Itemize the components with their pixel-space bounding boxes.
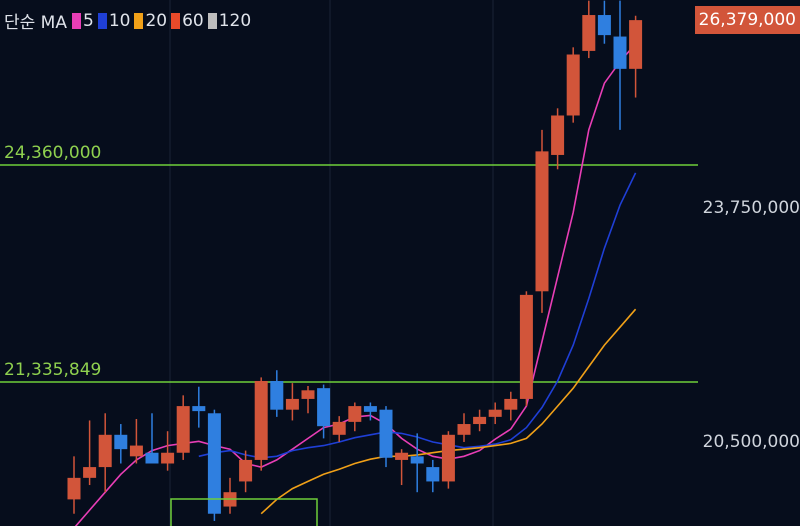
- candle-body: [582, 15, 596, 51]
- candle-body: [613, 36, 627, 69]
- candle: [176, 395, 190, 460]
- candle-body: [301, 390, 315, 399]
- candle-body: [67, 477, 81, 500]
- candle-body: [535, 151, 549, 292]
- candle: [535, 129, 549, 313]
- candle: [317, 384, 331, 439]
- candle: [207, 409, 221, 521]
- candle: [98, 413, 112, 493]
- candle: [270, 370, 284, 417]
- candle: [348, 402, 362, 432]
- candle: [129, 419, 143, 464]
- candle-body: [363, 406, 377, 412]
- candle-body: [395, 452, 409, 460]
- candle-body: [83, 467, 97, 478]
- candle-body: [129, 445, 143, 457]
- candle-body: [332, 421, 346, 435]
- grid-lines: [169, 0, 494, 526]
- candle-body: [145, 452, 159, 464]
- ma20-label: 20: [145, 10, 168, 31]
- candle: [504, 391, 518, 421]
- candle-body: [114, 434, 128, 450]
- candle-body: [629, 20, 643, 69]
- candle: [441, 431, 455, 489]
- candle: [192, 386, 206, 428]
- candle: [285, 383, 299, 421]
- hline-label-lower: 21,335,849: [4, 360, 102, 380]
- candle: [519, 291, 533, 407]
- candle-body: [207, 413, 221, 514]
- candle: [379, 406, 393, 468]
- candle: [410, 433, 424, 493]
- ma120-label: 120: [218, 10, 252, 31]
- candle: [395, 449, 409, 486]
- candle: [488, 402, 502, 425]
- candle-body: [285, 398, 299, 410]
- candle: [473, 409, 487, 432]
- candle-body: [457, 424, 471, 435]
- candle-body: [519, 294, 533, 399]
- candle-body: [441, 434, 455, 482]
- ma-legend[interactable]: 단순 MA 5 10 20 60 120: [4, 8, 252, 34]
- candle: [254, 377, 268, 471]
- ma10-swatch: [97, 12, 107, 29]
- candle: [114, 424, 128, 464]
- candles: [67, 0, 643, 521]
- candle-body: [98, 434, 112, 468]
- ma60-label: 60: [182, 10, 204, 31]
- candle-body: [488, 409, 502, 417]
- selection-box[interactable]: [170, 498, 318, 526]
- candle-body: [254, 380, 268, 460]
- candle-body: [410, 456, 424, 464]
- candle-body: [192, 406, 206, 412]
- candle-body: [597, 15, 611, 36]
- legend-title: 단순 MA: [4, 13, 67, 33]
- candle: [551, 108, 565, 170]
- candle: [301, 386, 315, 414]
- candle-body: [239, 459, 253, 482]
- candle: [426, 459, 440, 493]
- candle: [566, 47, 580, 123]
- candle: [239, 450, 253, 493]
- candle-body: [504, 398, 518, 410]
- ma5-label: 5: [82, 10, 94, 31]
- candle: [332, 416, 346, 442]
- ma5-swatch: [71, 12, 81, 29]
- candle-body: [566, 54, 580, 116]
- candle-body: [426, 467, 440, 482]
- candle-body: [379, 409, 393, 458]
- candle-body: [473, 416, 487, 425]
- candle: [161, 431, 175, 471]
- candle: [597, 0, 611, 44]
- candle: [457, 413, 471, 442]
- candle: [363, 402, 377, 421]
- candle-body: [270, 380, 284, 410]
- candle: [582, 0, 596, 59]
- candle: [613, 0, 627, 130]
- price-axis-tick: 23,750,000: [702, 198, 800, 218]
- candle: [83, 420, 97, 486]
- ma120-swatch: [207, 12, 217, 29]
- candle-body: [161, 452, 175, 464]
- hline-label-upper: 24,360,000: [4, 143, 102, 163]
- candle-body: [348, 406, 362, 422]
- candle-body: [551, 115, 565, 155]
- ma60-swatch: [171, 12, 181, 29]
- current-price-tag: 26,379,000: [694, 6, 800, 34]
- candle: [145, 413, 159, 464]
- candle-body: [317, 388, 331, 427]
- price-axis-tick: 20,500,000: [702, 432, 800, 452]
- ma20-swatch: [134, 12, 144, 29]
- candle: [629, 15, 643, 98]
- candle-body: [176, 406, 190, 453]
- candle: [67, 456, 81, 514]
- ma10-label: 10: [108, 10, 131, 31]
